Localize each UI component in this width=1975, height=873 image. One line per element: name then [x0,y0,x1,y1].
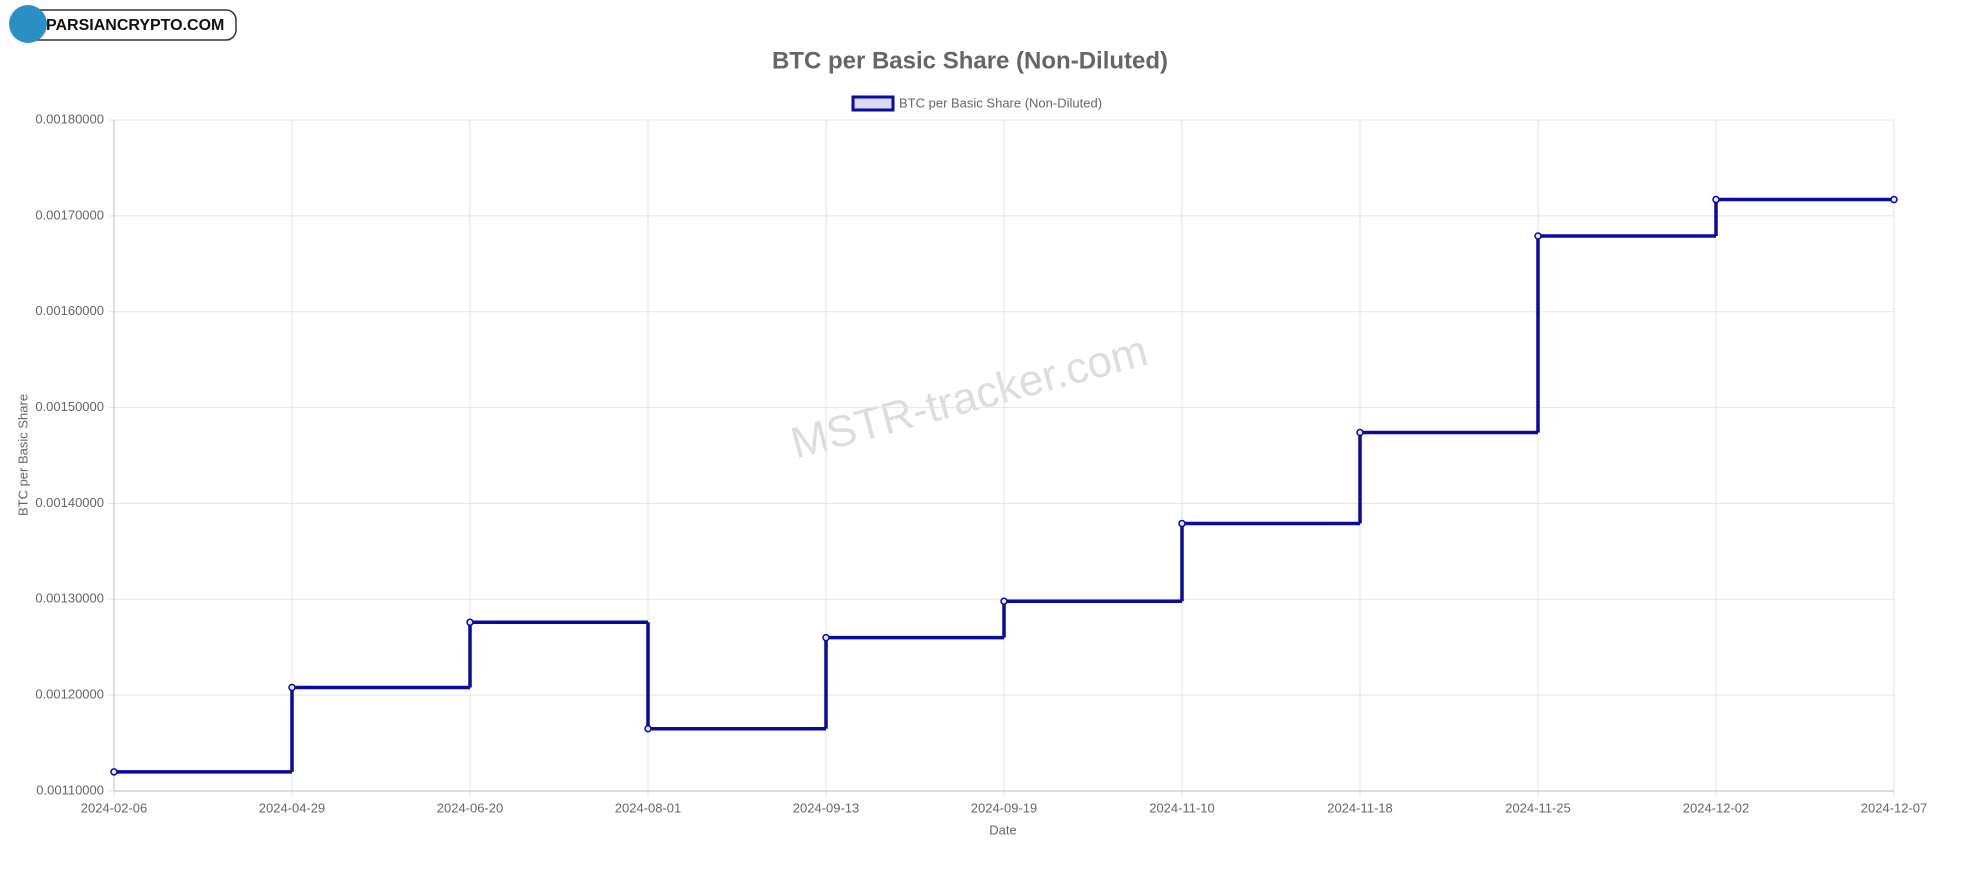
y-tick-label: 0.00110000 [36,782,104,797]
data-point [1000,597,1008,605]
data-point [1356,428,1364,437]
x-tick-label: 2024-04-29 [259,800,326,815]
data-point [1534,232,1542,240]
data-point [110,768,118,776]
data-point [1890,195,1898,204]
y-tick-label: 0.00150000 [35,399,104,414]
data-point [822,633,830,642]
chart-title: BTC per Basic Share (Non-Diluted) [772,47,1168,74]
y-tick-label: 0.00180000 [35,111,104,126]
x-tick-label: 2024-09-13 [793,800,860,815]
data-point [1178,519,1186,528]
data-point [288,683,296,692]
data-point [1712,195,1720,204]
x-tick-label: 2024-11-18 [1327,800,1393,815]
x-tick-label: 2024-12-02 [1683,800,1750,815]
y-tick-label: 0.00120000 [35,687,104,702]
logo-icon [9,5,47,43]
watermark: MSTR-tracker.com [786,326,1153,468]
y-tick-label: 0.00170000 [35,207,104,222]
x-tick-label: 2024-09-19 [971,800,1038,815]
logo-text: PARSIANCRYPTO.COM [46,17,224,34]
logo: PARSIANCRYPTO.COM [9,5,237,43]
x-tick-label: 2024-02-06 [81,800,148,815]
data-point [644,724,652,733]
x-tick-label: 2024-12-07 [1861,800,1928,815]
x-tick-label: 2024-11-25 [1505,800,1571,815]
y-tick-label: 0.00130000 [35,591,104,606]
x-tick-label: 2024-11-10 [1149,800,1215,815]
x-tick-label: 2024-06-20 [437,800,504,815]
x-axis-label: Date [989,822,1016,837]
y-tick-label: 0.00140000 [35,495,104,510]
legend-label: BTC per Basic Share (Non-Diluted) [899,95,1102,110]
y-axis-label: BTC per Basic Share [15,394,30,516]
data-point [466,618,474,627]
legend-swatch [851,95,895,112]
x-tick-label: 2024-08-01 [615,800,682,815]
y-tick-label: 0.00160000 [35,303,104,318]
